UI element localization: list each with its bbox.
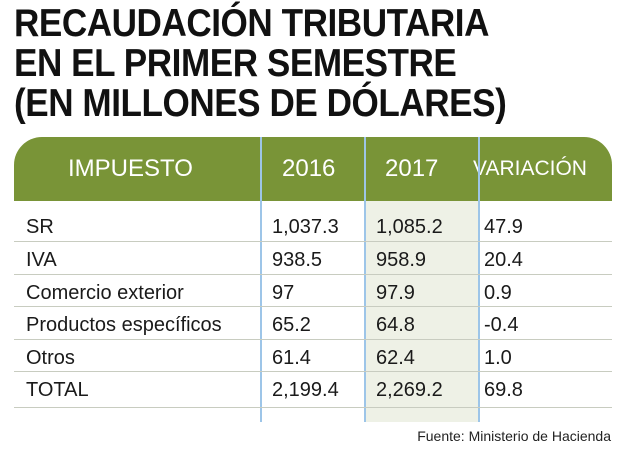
column-separator xyxy=(260,137,262,422)
header-2016: 2016 xyxy=(282,155,336,182)
column-separator xyxy=(364,137,366,422)
header-impuesto: IMPUESTO xyxy=(68,155,193,182)
row-divider xyxy=(14,371,612,372)
table-row: SR 1,037.3 1,085.2 47.9 xyxy=(14,211,612,243)
cell-2016: 2,199.4 xyxy=(272,379,339,401)
title-line-3: (EN MILLONES DE DÓLARES) xyxy=(14,82,507,125)
cell-impuesto: TOTAL xyxy=(26,379,89,401)
cell-impuesto: IVA xyxy=(26,249,57,271)
cell-variacion: 0.9 xyxy=(484,282,512,304)
cell-variacion: 1.0 xyxy=(484,347,512,369)
table-row: Productos específicos 65.2 64.8 -0.4 xyxy=(14,309,612,341)
cell-2016: 65.2 xyxy=(272,314,311,336)
cell-2017: 97.9 xyxy=(376,282,415,304)
cell-2017: 1,085.2 xyxy=(376,216,443,238)
cell-2016: 938.5 xyxy=(272,249,323,271)
table-header: IMPUESTO 2016 2017 VARIACIÓN xyxy=(14,137,612,201)
chart-title: RECAUDACIÓN TRIBUTARIA EN EL PRIMER SEME… xyxy=(14,4,554,124)
header-2017: 2017 xyxy=(385,155,439,182)
row-divider xyxy=(14,339,612,340)
title-line-2: EN EL PRIMER SEMESTRE xyxy=(14,42,457,85)
cell-variacion: -0.4 xyxy=(484,314,519,336)
table-row: TOTAL 2,199.4 2,269.2 69.8 xyxy=(14,374,612,406)
cell-2016: 1,037.3 xyxy=(272,216,339,238)
cell-impuesto: Productos específicos xyxy=(26,314,222,336)
table-row: Otros 61.4 62.4 1.0 xyxy=(14,342,612,374)
title-line-1: RECAUDACIÓN TRIBUTARIA xyxy=(14,2,489,45)
cell-2017: 2,269.2 xyxy=(376,379,443,401)
cell-2017: 62.4 xyxy=(376,347,415,369)
cell-impuesto: SR xyxy=(26,216,54,238)
cell-2016: 61.4 xyxy=(272,347,311,369)
row-divider xyxy=(14,306,612,307)
cell-impuesto: Otros xyxy=(26,347,75,369)
row-divider xyxy=(14,407,612,408)
row-divider xyxy=(14,274,612,275)
column-separator xyxy=(478,137,480,422)
cell-2017: 958.9 xyxy=(376,249,427,271)
table-row: IVA 938.5 958.9 20.4 xyxy=(14,244,612,276)
cell-2017: 64.8 xyxy=(376,314,415,336)
table-row: Comercio exterior 97 97.9 0.9 xyxy=(14,277,612,309)
source-note: Fuente: Ministerio de Hacienda xyxy=(417,428,611,444)
header-variacion: VARIACIÓN xyxy=(473,157,587,180)
cell-variacion: 20.4 xyxy=(484,249,523,271)
cell-2016: 97 xyxy=(272,282,295,304)
tax-table: IMPUESTO 2016 2017 VARIACIÓN SR 1,037.3 1,… xyxy=(14,137,612,422)
row-divider xyxy=(14,241,612,242)
cell-variacion: 47.9 xyxy=(484,216,523,238)
cell-variacion: 69.8 xyxy=(484,379,523,401)
cell-impuesto: Comercio exterior xyxy=(26,282,184,304)
